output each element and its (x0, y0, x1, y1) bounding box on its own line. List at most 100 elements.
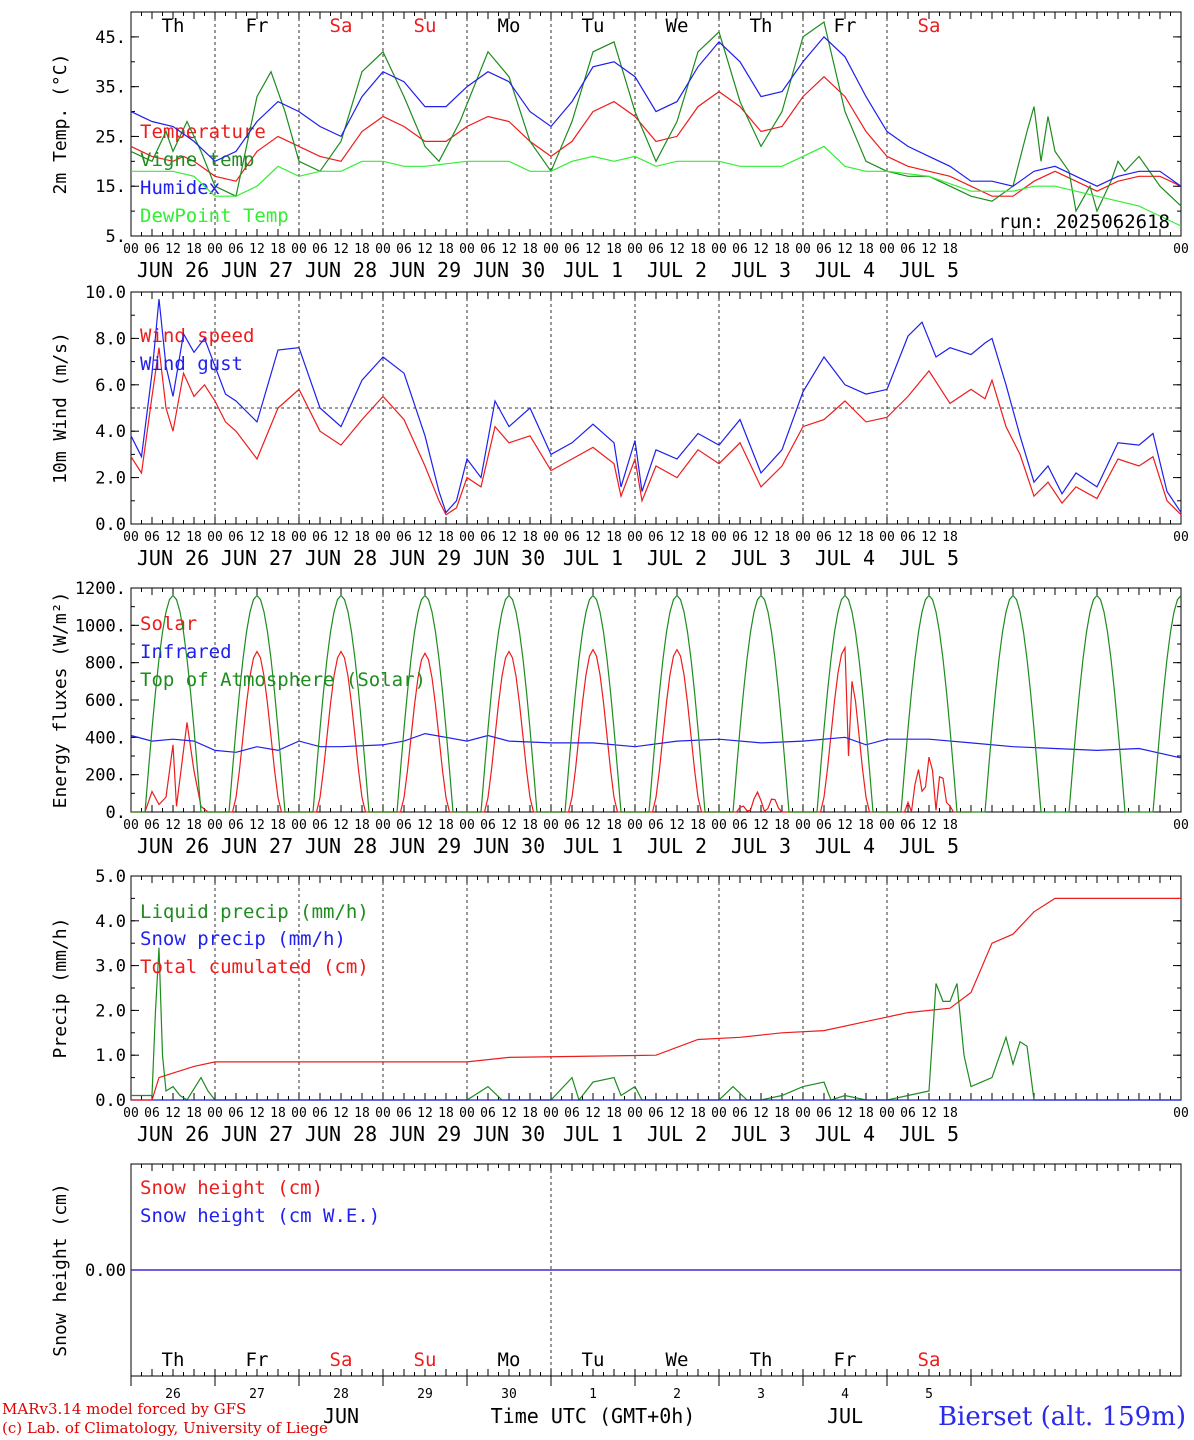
hour-label: 06 (144, 242, 160, 257)
hour-label: 18 (858, 242, 874, 257)
y-axis-label: Precip (mm/h) (50, 918, 71, 1059)
legend-entry: DewPoint Temp (140, 205, 289, 227)
hour-label: 12 (501, 1106, 517, 1121)
hour-label: 00 (795, 818, 811, 833)
y-tick-label: 6.0 (95, 376, 126, 396)
day-name: Th (750, 15, 773, 37)
hour-label: 12 (249, 530, 265, 545)
hour-label: 00 (879, 530, 895, 545)
hour-label: 18 (690, 242, 706, 257)
hour-label: 00 (123, 818, 139, 833)
day-number: 1 (589, 1387, 597, 1402)
day-name: Tu (582, 15, 605, 37)
panel-2: 0.0 2.0 4.0 6.0 8.0 10.0 10m Wind (m/s) 00 06 12 1… (50, 283, 1189, 570)
x-axis-title: Time UTC (GMT+0h) (491, 1404, 696, 1428)
hour-label: 00 (879, 818, 895, 833)
hour-label: 12 (333, 530, 349, 545)
hour-label: 06 (396, 818, 412, 833)
hour-label: 00 (123, 530, 139, 545)
y-tick-label: 600. (85, 691, 126, 711)
hour-label: 12 (501, 818, 517, 833)
date-label: JUL 1 (563, 1122, 623, 1146)
credit-line-1: MARv3.14 model forced by GFS (2, 1400, 247, 1418)
hour-label: 12 (669, 530, 685, 545)
day-name: Tu (582, 1349, 605, 1371)
hour-label: 12 (165, 1106, 181, 1121)
date-label: JUN 30 (473, 1122, 545, 1146)
hour-label: 12 (585, 818, 601, 833)
y-tick-label: 5.0 (95, 867, 126, 887)
y-axis-label: Energy fluxes (W/m²) (50, 592, 71, 809)
hour-label: 12 (165, 818, 181, 833)
day-name: Su (414, 1349, 437, 1371)
hour-label: 12 (753, 530, 769, 545)
day-number: 3 (757, 1387, 765, 1402)
hour-label: 18 (858, 818, 874, 833)
date-label: JUN 26 (137, 258, 209, 282)
hour-label: 12 (333, 1106, 349, 1121)
hour-label: 06 (312, 530, 328, 545)
hour-label: 06 (648, 1106, 664, 1121)
hour-label: 12 (753, 818, 769, 833)
hour-label: 00 (711, 818, 727, 833)
y-tick-label: 200. (85, 766, 126, 786)
hour-label: 06 (480, 530, 496, 545)
date-label: JUN 28 (305, 1122, 377, 1146)
hour-label: 06 (564, 1106, 580, 1121)
hour-label: 06 (816, 530, 832, 545)
hour-label: 00 (291, 1106, 307, 1121)
station-label: Bierset (alt. 159m) (937, 1402, 1186, 1432)
date-label: JUL 3 (731, 1122, 791, 1146)
date-label: JUL 3 (731, 834, 791, 858)
date-label: JUL 2 (647, 258, 707, 282)
date-label: JUL 2 (647, 834, 707, 858)
date-label: JUL 1 (563, 834, 623, 858)
date-label: JUL 4 (815, 546, 875, 570)
y-tick-label: 400. (85, 728, 126, 748)
hour-label: 18 (522, 1106, 538, 1121)
hour-label: 18 (522, 818, 538, 833)
hour-label: 18 (438, 818, 454, 833)
run-label: run: 2025062618 (998, 211, 1170, 233)
hour-label: 18 (186, 1106, 202, 1121)
series-top-of-atmosphere-solar (131, 594, 1182, 813)
hour-label: 12 (417, 242, 433, 257)
date-label: JUN 28 (305, 258, 377, 282)
hour-label: 12 (585, 242, 601, 257)
hour-label: 00 (543, 1106, 559, 1121)
day-name: Fr (834, 15, 857, 37)
hour-label: 18 (438, 242, 454, 257)
date-label: JUN 27 (221, 258, 293, 282)
y-tick-label: 1.0 (95, 1046, 126, 1066)
day-name: We (666, 15, 689, 37)
legend-entry: Liquid precip (mm/h) (140, 901, 369, 923)
date-label: JUL 4 (815, 1122, 875, 1146)
hour-label: 00 (291, 242, 307, 257)
hour-label: 18 (690, 1106, 706, 1121)
y-tick-label: 3.0 (95, 957, 126, 977)
hour-label: 00 (627, 818, 643, 833)
date-label: JUL 5 (899, 258, 959, 282)
hour-label: 18 (690, 530, 706, 545)
hour-label: 18 (522, 242, 538, 257)
date-label: JUN 28 (305, 546, 377, 570)
hour-label: 00 (375, 530, 391, 545)
hour-label: 18 (774, 242, 790, 257)
y-tick-label: 0.00 (85, 1261, 126, 1281)
y-tick-label: 4.0 (95, 912, 126, 932)
date-label: JUL 4 (815, 834, 875, 858)
date-label: JUL 3 (731, 546, 791, 570)
day-name: Mo (498, 15, 521, 37)
hour-label: 06 (900, 530, 916, 545)
series-liquid-precip-mm-h (131, 947, 1181, 1102)
hour-label: 18 (354, 242, 370, 257)
hour-label: 06 (144, 1106, 160, 1121)
hour-label: 06 (228, 242, 244, 257)
hour-label: 18 (858, 530, 874, 545)
day-name: Sa (918, 15, 941, 37)
hour-label: 18 (942, 242, 958, 257)
hour-label: 06 (648, 242, 664, 257)
hour-label: 06 (480, 1106, 496, 1121)
y-tick-label: 25. (95, 127, 126, 147)
panel-frame (130, 587, 1182, 813)
